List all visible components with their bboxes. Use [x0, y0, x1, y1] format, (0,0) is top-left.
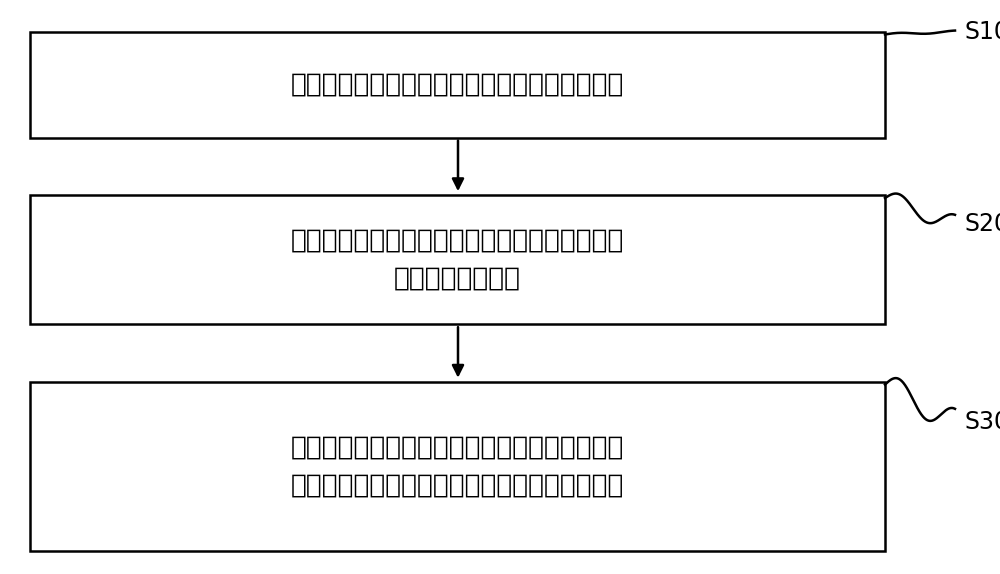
- Text: S100: S100: [965, 20, 1000, 44]
- Text: 利用卷积神经网络对所述自扩展样本数据进行特
征提取，进而对海面原油油膜绝对厚度进行反演: 利用卷积神经网络对所述自扩展样本数据进行特 征提取，进而对海面原油油膜绝对厚度进…: [291, 435, 624, 498]
- Bar: [30, 382, 885, 551]
- Text: 将所述真实光谱特征数据输入对抗生成网络，生
成自扩展样本数据: 将所述真实光谱特征数据输入对抗生成网络，生 成自扩展样本数据: [291, 228, 624, 292]
- Text: 对实测光谱数据进行筛选得到真实光谱特征数据: 对实测光谱数据进行筛选得到真实光谱特征数据: [291, 72, 624, 98]
- Bar: [30, 195, 885, 324]
- Text: S300: S300: [965, 410, 1000, 434]
- Bar: [30, 32, 885, 138]
- Text: S200: S200: [965, 212, 1000, 236]
